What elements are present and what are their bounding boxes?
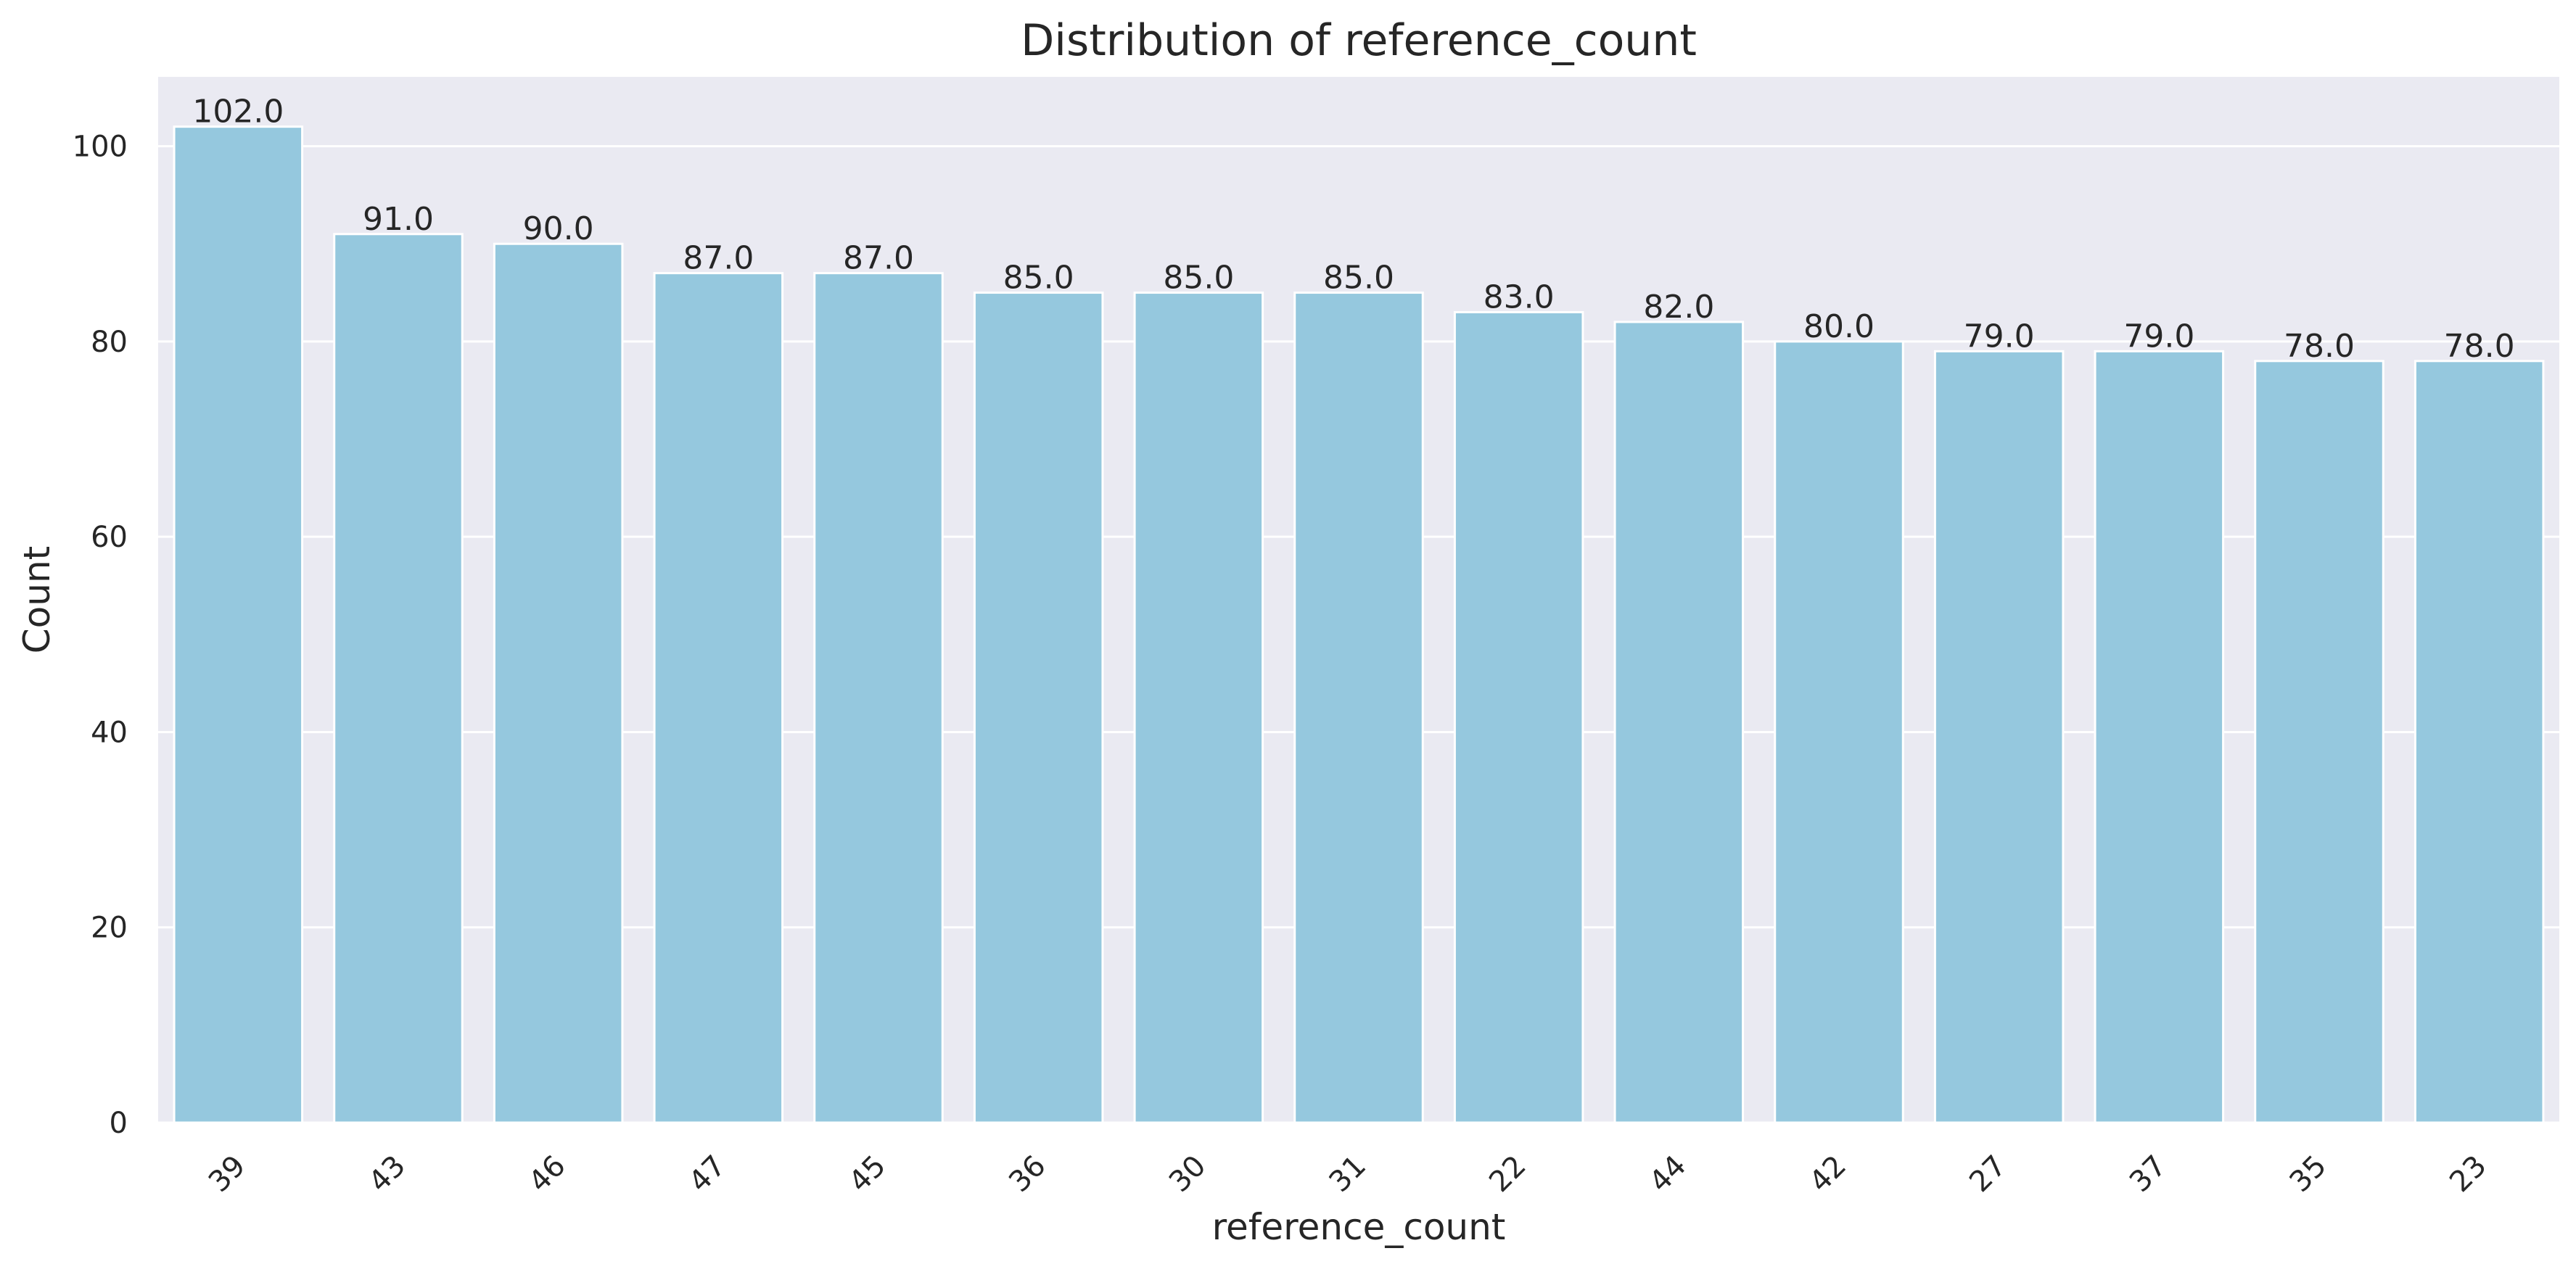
- x-axis-ticks: 39 43 46 47 45 36 30 31 22 44 42 27 37 35 23: [202, 1149, 2493, 1199]
- data-label: 78.0: [2284, 328, 2355, 365]
- x-tick-label: 23: [2443, 1149, 2493, 1199]
- bar-35: [2254, 360, 2384, 1124]
- x-tick-label: 31: [1323, 1149, 1373, 1199]
- y-axis-title: Count: [16, 546, 58, 654]
- x-tick-label: 47: [683, 1149, 733, 1199]
- x-tick-label: 37: [2123, 1149, 2173, 1199]
- bar-47: [653, 272, 784, 1124]
- y-tick-label: 100: [73, 131, 128, 164]
- data-label: 87.0: [683, 240, 754, 277]
- data-label: 85.0: [1163, 260, 1234, 297]
- bar-39: [173, 125, 304, 1124]
- data-label: 83.0: [1484, 278, 1555, 315]
- x-tick-label: 45: [843, 1149, 893, 1199]
- x-tick-label: 39: [202, 1149, 252, 1199]
- x-tick-label: 43: [363, 1149, 413, 1199]
- data-label: 85.0: [1003, 260, 1074, 297]
- y-tick-label: 40: [91, 716, 128, 749]
- x-tick-label: 30: [1163, 1149, 1213, 1199]
- data-label: 79.0: [2123, 318, 2194, 355]
- bar-46: [493, 242, 624, 1124]
- x-tick-label: 36: [1003, 1149, 1053, 1199]
- data-label: 79.0: [1964, 318, 2035, 355]
- bar-44: [1613, 321, 1745, 1124]
- x-tick-label: 22: [1483, 1149, 1533, 1199]
- bar-37: [2094, 350, 2225, 1124]
- bar-30: [1133, 292, 1264, 1124]
- x-tick-label: 44: [1643, 1149, 1693, 1199]
- y-tick-label: 80: [91, 326, 128, 359]
- y-tick-label: 60: [91, 521, 128, 554]
- bar-45: [813, 272, 944, 1124]
- chart-title: Distribution of reference_count: [1021, 15, 1697, 66]
- y-tick-label: 20: [91, 912, 128, 945]
- x-axis-title: reference_count: [1212, 1206, 1506, 1248]
- bar-31: [1293, 292, 1424, 1124]
- bar-36: [973, 292, 1104, 1124]
- bar-22: [1453, 310, 1584, 1124]
- y-axis-ticks: 0 20 40 60 80 100: [73, 131, 128, 1140]
- y-tick-label: 0: [110, 1107, 128, 1140]
- data-label: 80.0: [1803, 308, 1875, 345]
- bar-27: [1933, 350, 2065, 1124]
- data-label: 91.0: [363, 201, 434, 238]
- bar-43: [333, 233, 464, 1124]
- data-label: 102.0: [192, 94, 284, 131]
- data-label: 78.0: [2444, 328, 2515, 365]
- data-label: 85.0: [1323, 260, 1394, 297]
- data-label: 82.0: [1643, 289, 1714, 326]
- x-tick-label: 35: [2284, 1149, 2334, 1199]
- bar-42: [1774, 340, 1904, 1124]
- x-tick-label: 42: [1803, 1149, 1853, 1199]
- data-labels: 102.0 91.0 90.0 87.0 87.0 85.0 85.0 85.0 83.0 82.…: [192, 94, 2514, 365]
- bars: [173, 125, 2545, 1124]
- x-tick-label: 27: [1963, 1149, 2013, 1199]
- bar-23: [2414, 360, 2545, 1124]
- data-label: 90.0: [523, 210, 594, 247]
- data-label: 87.0: [843, 240, 914, 277]
- x-tick-label: 46: [522, 1149, 572, 1199]
